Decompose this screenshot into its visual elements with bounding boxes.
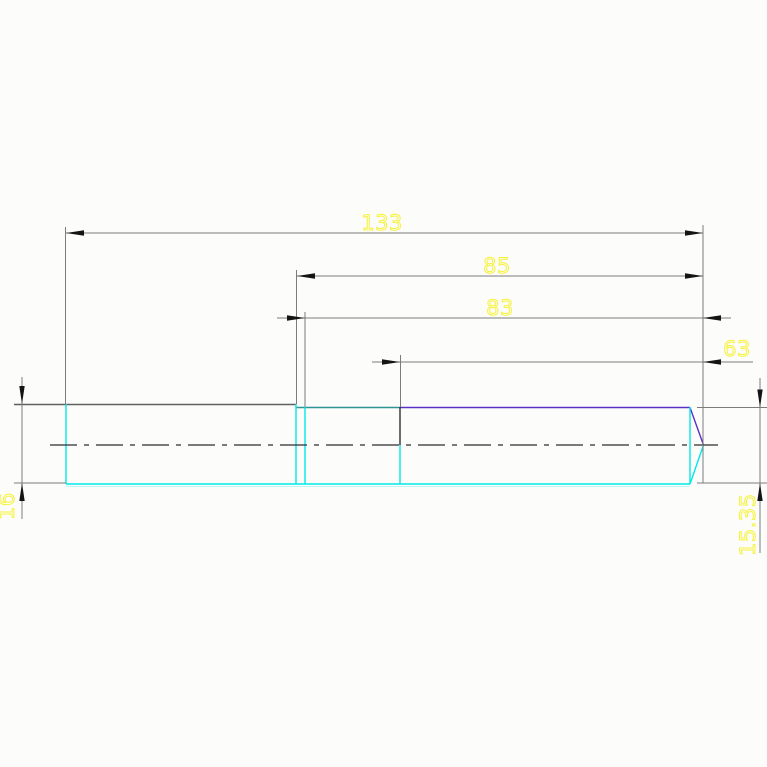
dim-label-83: 83: [486, 296, 514, 320]
arrow-83-right: [703, 315, 721, 321]
arrow-16-top: [19, 386, 25, 404]
dim-label-63: 63: [723, 337, 751, 361]
arrow-85-right: [685, 273, 703, 279]
arrow-63-left: [382, 359, 400, 365]
arrow-63-right: [703, 359, 721, 365]
arrow-1535-top: [757, 389, 763, 408]
arrow-133-left: [66, 230, 84, 236]
dimension-arrows: [19, 230, 763, 501]
arrow-133-right: [685, 230, 703, 236]
part-outline: [14, 403, 705, 487]
dim-label-133: 133: [361, 211, 403, 235]
tip-chamfer-lower: [689, 444, 705, 485]
dim-label-85: 85: [483, 254, 511, 278]
dimension-lines: [21, 232, 761, 553]
arrow-16-bottom: [19, 483, 25, 501]
arrow-1535-bottom: [757, 483, 763, 501]
dim-label-16: 16: [0, 492, 19, 520]
dimension-labels: 133 85 83 63 16 15.35: [0, 211, 761, 557]
arrow-83-left: [287, 315, 305, 321]
arrow-85-left: [297, 273, 315, 279]
extension-lines: [14, 225, 767, 484]
dim-label-1535: 15.35: [736, 493, 760, 556]
tip-chamfer-upper: [689, 407, 705, 446]
